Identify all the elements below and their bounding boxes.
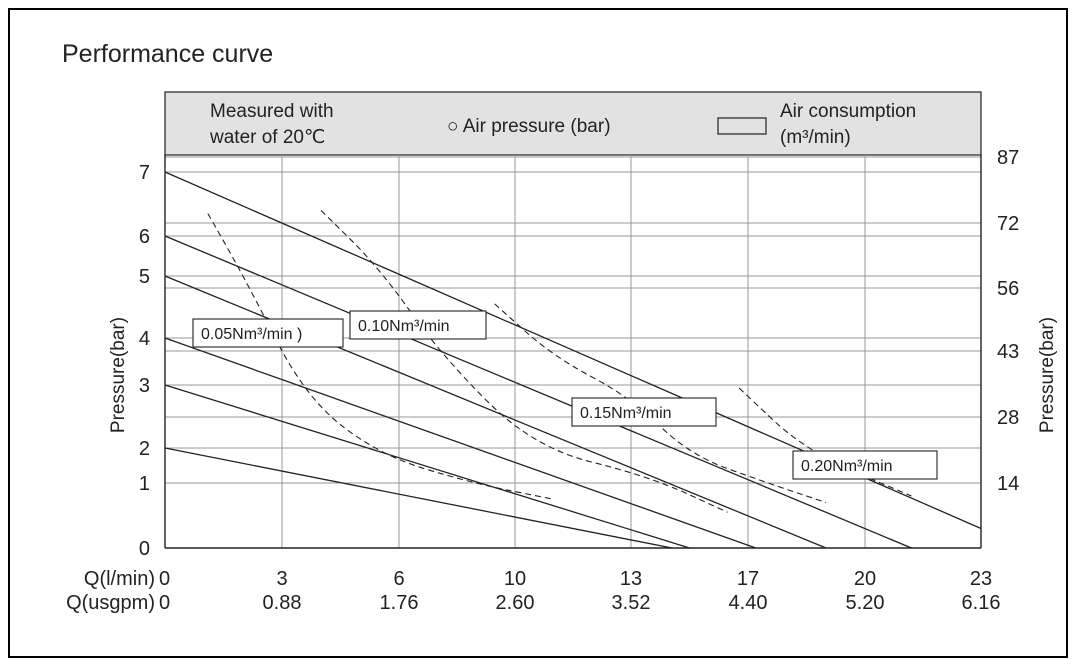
header-air-consumption-line1: Air consumption	[780, 101, 916, 122]
curve-label-box	[192, 318, 344, 348]
x-tick-label: 20	[854, 568, 876, 590]
air-consumption-curve	[320, 210, 728, 513]
header-band	[164, 91, 982, 156]
x-row-label: Q(usgpm)	[66, 592, 155, 614]
x-tick-label: 23	[970, 568, 992, 590]
y-right-tick-label: 56	[997, 278, 1019, 300]
y-right-tick-label: 14	[997, 473, 1019, 495]
x-axis-tick-rows: Q(l/min) 0 3 6 10 13 17 20 23 Q(usgpm) 0 0.88 1.76 2.…	[66, 568, 1000, 614]
x-tick-label: 13	[620, 568, 642, 590]
air-consumption-curve	[738, 387, 912, 497]
x-tick-label: 2.60	[496, 592, 535, 614]
y-axis-right-title: Pressure(bar)	[1037, 317, 1058, 433]
header-air-consumption-line2: (m³/min)	[780, 127, 851, 148]
x-tick-label: 10	[504, 568, 526, 590]
x-tick-label: 0	[159, 568, 170, 590]
x-tick-label: 5.20	[846, 592, 885, 614]
y-left-tick-label: 5	[139, 266, 150, 288]
y-left-tick-label: 4	[139, 328, 150, 350]
x-tick-label: 4.40	[729, 592, 768, 614]
chart-frame	[8, 8, 1068, 658]
y-right-tick-label: 43	[997, 341, 1019, 363]
air-consumption-curve	[207, 213, 554, 500]
y-right-tick-label: 28	[997, 407, 1019, 429]
x-tick-label: 0	[159, 592, 170, 614]
curves	[164, 171, 982, 549]
curve-label: 0.05Nm³/min )	[201, 326, 302, 343]
y-right-tick-label: 87	[997, 147, 1019, 169]
air-pressure-line	[164, 384, 690, 549]
air-consumption-legend-box	[717, 117, 767, 135]
y-left-tick-label: 2	[139, 438, 150, 460]
y-axis-left-title: Pressure(bar)	[108, 317, 129, 433]
y-left-tick-label: 3	[139, 375, 150, 397]
y-axis-left-ticks: 0 1 2 3 4 5 6 7	[139, 162, 150, 560]
header-air-pressure: ○ Air pressure (bar)	[447, 116, 611, 137]
y-right-tick-label: 101	[997, 0, 1030, 5]
curve-label: 0.20Nm³/min	[801, 458, 893, 475]
x-tick-label: 3.52	[612, 592, 651, 614]
y-left-tick-label: 1	[139, 473, 150, 495]
curve-label: 0.15Nm³/min	[580, 405, 672, 422]
curve-label-box	[571, 397, 717, 427]
y-axis-right-ticks: 14 28 43 56 72 87 101	[997, 0, 1030, 495]
curve-labels: 0.05Nm³/min ) 0.10Nm³/min 0.15Nm³/min 0.20N…	[192, 310, 938, 480]
air-pressure-line	[164, 235, 912, 549]
grid	[164, 155, 982, 549]
air-pressure-line	[164, 447, 673, 549]
x-tick-label: 6.16	[962, 592, 1001, 614]
y-left-tick-label: 6	[139, 226, 150, 248]
header-measured-line2: water of 20℃	[209, 127, 325, 148]
x-tick-label: 17	[737, 568, 759, 590]
chart-title: Performance curve	[62, 40, 273, 68]
y-left-tick-label: 0	[139, 538, 150, 560]
x-row-label: Q(l/min)	[84, 568, 155, 590]
x-tick-label: 1.76	[380, 592, 419, 614]
x-tick-label: 0.88	[263, 592, 302, 614]
x-tick-label: 3	[276, 568, 287, 590]
header-measured-line1: Measured with	[210, 101, 334, 122]
x-tick-label: 6	[393, 568, 404, 590]
curve-label-box	[792, 450, 938, 480]
y-left-tick-label: 7	[139, 162, 150, 184]
curve-label-box	[349, 310, 487, 340]
y-right-tick-label: 72	[997, 213, 1019, 235]
air-pressure-line	[164, 337, 757, 549]
curve-label: 0.10Nm³/min	[358, 318, 450, 335]
